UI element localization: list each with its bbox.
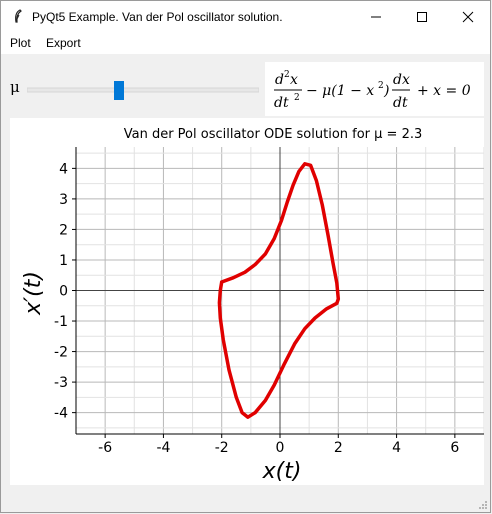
minimize-button[interactable] <box>353 1 399 32</box>
close-button[interactable] <box>445 1 491 32</box>
eq-dx: dx <box>393 72 410 88</box>
limit-cycle-trajectory <box>217 162 341 419</box>
y-tick-label: -3 <box>54 375 68 391</box>
y-tick-label: 1 <box>59 253 68 269</box>
controls-row: μ d 2 x dt 2 − μ(1 − x 2 ) <box>1 54 490 116</box>
x-tick-label: -4 <box>156 440 170 456</box>
resize-grip-icon[interactable] <box>478 500 488 510</box>
phase-portrait-chart: Van der Pol oscillator ODE solution for … <box>21 127 485 484</box>
x-tick-label: -2 <box>215 440 229 456</box>
x-tick-label: 6 <box>450 440 459 456</box>
y-tick-label: -1 <box>54 314 68 330</box>
maximize-icon <box>417 11 427 22</box>
chart-title: Van der Pol oscillator ODE solution for … <box>124 127 423 142</box>
y-tick-label: -4 <box>54 406 68 422</box>
eq-sq3: 2 <box>378 81 384 91</box>
y-tick-label: 2 <box>59 222 68 238</box>
x-tick-label: -6 <box>98 440 112 456</box>
eq-sq2: 2 <box>294 93 300 103</box>
menu-plot[interactable]: Plot <box>10 36 31 50</box>
chart-xlabel: x(t) <box>262 459 302 484</box>
eq-dt: dt <box>274 95 289 111</box>
eq-middle-end: ) <box>383 83 389 99</box>
title-bar: PyQt5 Example. Van der Pol oscillator so… <box>1 1 490 32</box>
mu-label: μ <box>10 78 20 96</box>
eq-dt2: dt <box>393 95 408 111</box>
x-tick-label: 4 <box>392 440 401 456</box>
x-tick-label: 2 <box>334 440 343 456</box>
x-tick-label: 0 <box>276 440 285 456</box>
eq-x: x <box>290 72 298 88</box>
mu-slider[interactable] <box>27 81 259 101</box>
maximize-button[interactable] <box>399 1 445 32</box>
slider-thumb[interactable] <box>114 81 124 100</box>
python-feather-icon <box>15 9 22 23</box>
menu-export[interactable]: Export <box>46 36 81 50</box>
eq-d: d <box>275 72 284 88</box>
y-tick-label: -2 <box>54 345 68 361</box>
slider-track <box>27 87 259 93</box>
plot-panel[interactable]: Van der Pol oscillator ODE solution for … <box>10 118 485 485</box>
eq-sq1: 2 <box>284 70 290 80</box>
chart-ylabel: x′(t) <box>21 271 46 316</box>
close-icon <box>462 11 474 22</box>
window-title: PyQt5 Example. Van der Pol oscillator so… <box>32 10 283 24</box>
minimize-icon <box>371 16 381 17</box>
menu-bar: Plot Export <box>1 32 490 54</box>
y-tick-label: 3 <box>59 192 68 208</box>
status-bar <box>1 496 490 512</box>
eq-middle: − μ(1 − x <box>306 83 374 99</box>
van-der-pol-equation: d 2 x dt 2 − μ(1 − x 2 ) dx dt + x = 0 <box>274 70 471 111</box>
y-tick-label: 0 <box>59 284 68 300</box>
equation-box: d 2 x dt 2 − μ(1 − x 2 ) dx dt + x = 0 <box>265 62 484 116</box>
eq-tail: + x = 0 <box>417 83 471 99</box>
y-tick-label: 4 <box>59 161 68 177</box>
